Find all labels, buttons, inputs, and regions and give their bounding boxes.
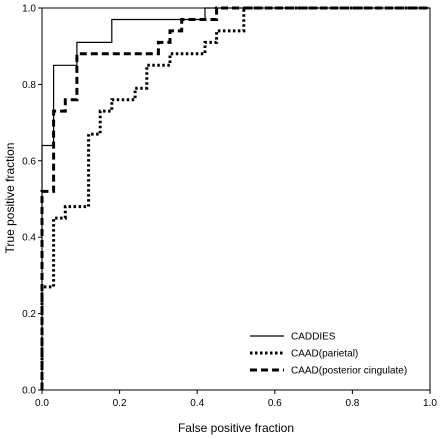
plot-border: [41, 7, 431, 391]
plot-frame: [41, 7, 431, 391]
y-tick-label: 0.6: [22, 156, 36, 167]
x-tick-label: 0.8: [345, 398, 359, 409]
x-tick-label: 0.6: [268, 398, 282, 409]
x-axis-title: False positive fraction: [178, 421, 294, 435]
y-tick-label: 1.0: [22, 4, 36, 15]
legend: CADDIES CAAD(parietal) CAAD(posterior cing…: [250, 332, 407, 377]
series-layer: [40, 6, 430, 390]
series-line-caad-posterior-cingulate: [40, 6, 430, 390]
legend-label: CAAD(posterior cingulate): [291, 366, 407, 377]
series-line-caad-parietal: [40, 6, 430, 390]
x-tick-label: 0.4: [190, 398, 204, 409]
y-tick-label: 0.4: [22, 233, 36, 244]
y-axis-title: True positive fraction: [3, 143, 17, 254]
x-tick-label: 1.0: [423, 398, 437, 409]
series-line-caddies: [41, 7, 430, 390]
y-tick-label: 0.0: [22, 386, 36, 397]
x-tick-label: 0.2: [113, 398, 127, 409]
y-tick-label: 0.8: [22, 80, 36, 91]
x-tick-label: 0.0: [35, 398, 49, 409]
legend-label: CAAD(parietal): [291, 349, 358, 360]
axis-ticks: 0.0 0.2 0.4 0.6 0.8 1.0 0.0 0.2 0.4 0.6 0.8 1.0: [22, 4, 437, 410]
y-tick-label: 0.2: [22, 309, 36, 320]
legend-label: CADDIES: [291, 332, 336, 343]
